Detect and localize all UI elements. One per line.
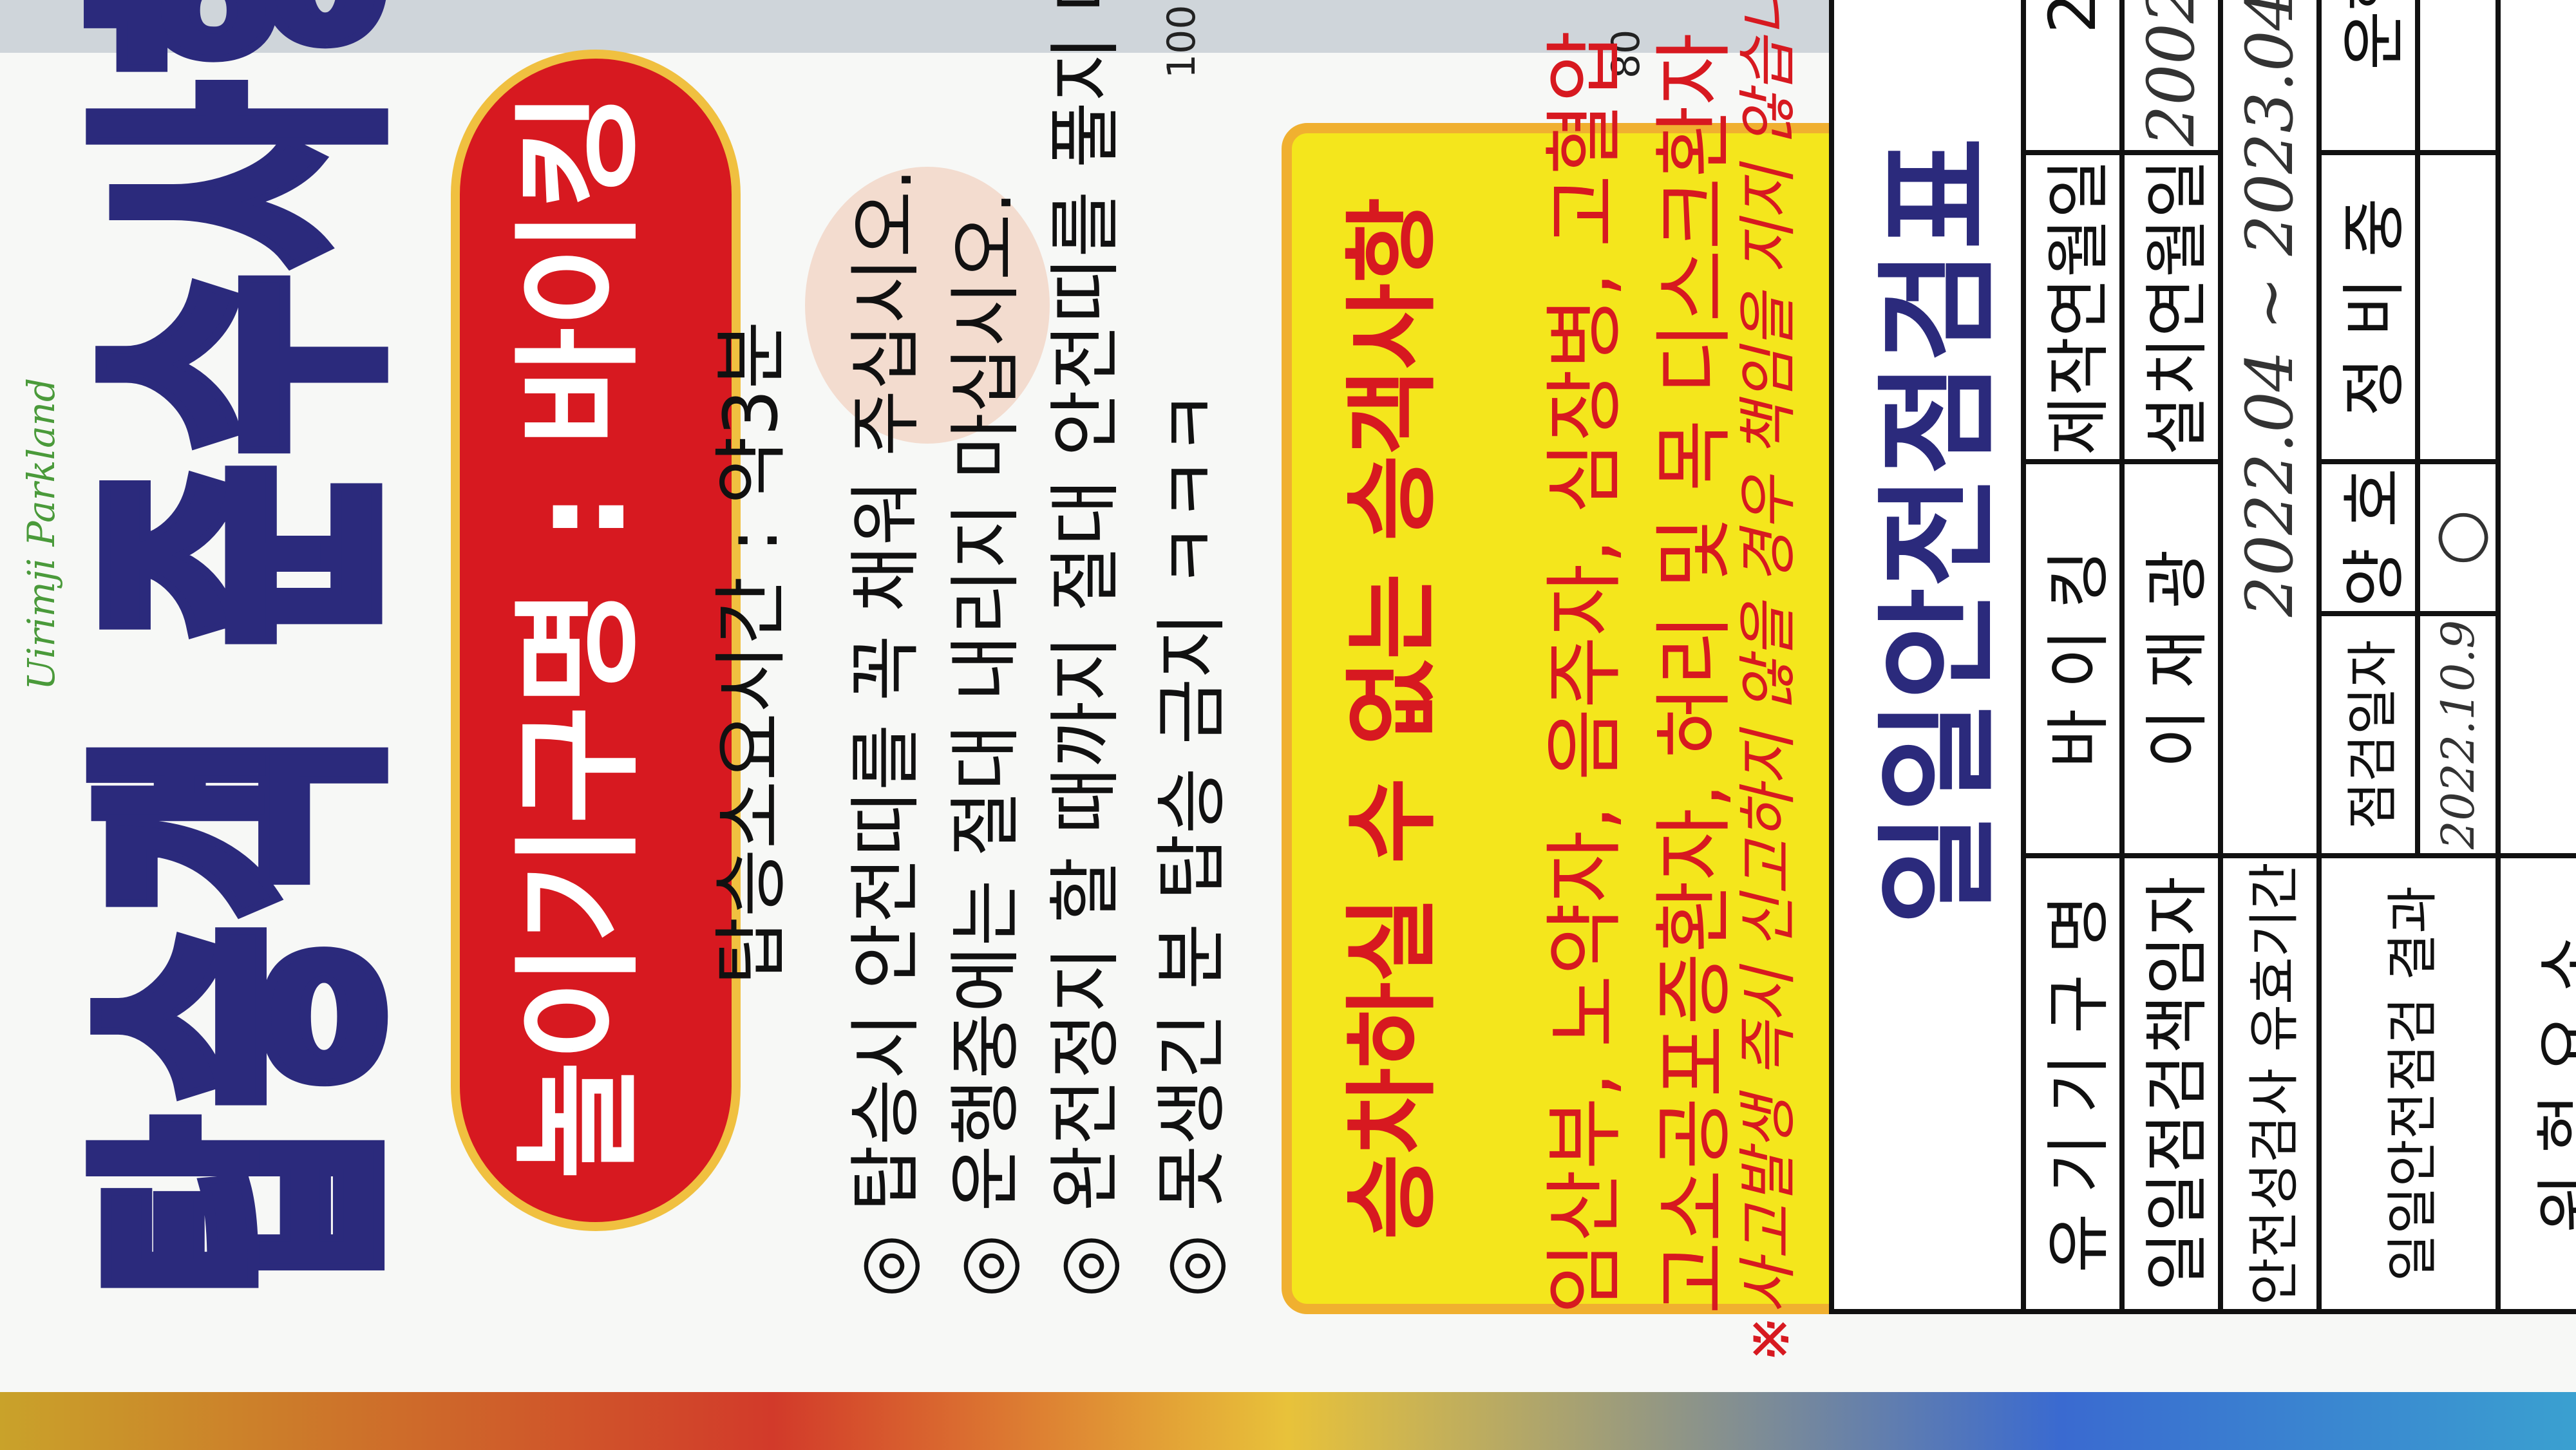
cell: [2418, 0, 2498, 153]
logo: Uirimji Parkland: [19, 377, 63, 690]
rule: ◎ 운행중에는 절대 내리지 마십시오.: [944, 191, 1028, 1297]
cell: 정 비 중: [2319, 153, 2418, 462]
cell: 점검일자: [2319, 613, 2418, 856]
ruler-label: 100: [1159, 5, 1204, 79]
cell: 2022.04 ~ 2023.04: [2221, 0, 2319, 856]
cell: 양 호: [2319, 462, 2418, 614]
cell: 일일점검책임자: [2122, 856, 2221, 1312]
cell: ○: [2418, 462, 2498, 614]
cell: 유 기 기 구 명: [2023, 856, 2122, 1312]
cell: 20 . .: [2023, 0, 2122, 153]
rule: ◎ 못생긴 분 탑승 금지 ㅋㅋㅋ: [1150, 390, 1234, 1297]
cell: 이 재 광: [2122, 462, 2221, 856]
background-strip: [0, 1392, 2576, 1450]
cell: 바 이 킹: [2023, 462, 2122, 856]
cell: 제작연월일: [2023, 153, 2122, 462]
rule: ◎ 탑승시 안전띠를 꼭 채워 주십시오.: [844, 168, 928, 1297]
cell: [2498, 0, 2576, 856]
cell: 2022.10.9: [2418, 613, 2498, 856]
restriction-line: 임산부, 노약자, 음주자, 심장병, 고혈압: [1539, 30, 1631, 1314]
ride-time: 탑승소요시간 : 약3분: [708, 321, 795, 985]
cell: 운행중지: [2319, 0, 2418, 153]
rule: ◎ 완전정지 할 때까지 절대 안전띠를 풀지 마십시오.: [1044, 0, 1128, 1297]
checklist-table: 일일안전점검표 유 기 기 구 명바 이 킹제작연월일20 . . 일일점검책임…: [1829, 0, 2576, 1314]
cell: [2418, 153, 2498, 462]
title: 탑승객 준수사항: [63, 0, 429, 1304]
checklist-title: 일일안전점검표: [1832, 0, 2023, 1312]
cell: 일일안전점검 결과: [2319, 856, 2498, 1312]
restriction-heading: 승차하실 수 없는 승객사항: [1338, 197, 1447, 1240]
cell: 설치연월일: [2122, 153, 2221, 462]
cell: 안전성검사 유효기간: [2221, 856, 2319, 1312]
notice: ※사고발생 즉시 신고하지 않을 경우 책임을 지지 않습니다.: [1734, 0, 1803, 1364]
restriction-line: 고소공포증환자, 허리 및 목 디스크환자: [1649, 33, 1740, 1314]
ride-name: 놀이기구명 : 바이킹: [504, 90, 654, 1180]
cell: 위 험 요 소: [2498, 856, 2576, 1312]
cell: 2002.12.01.: [2122, 0, 2221, 153]
